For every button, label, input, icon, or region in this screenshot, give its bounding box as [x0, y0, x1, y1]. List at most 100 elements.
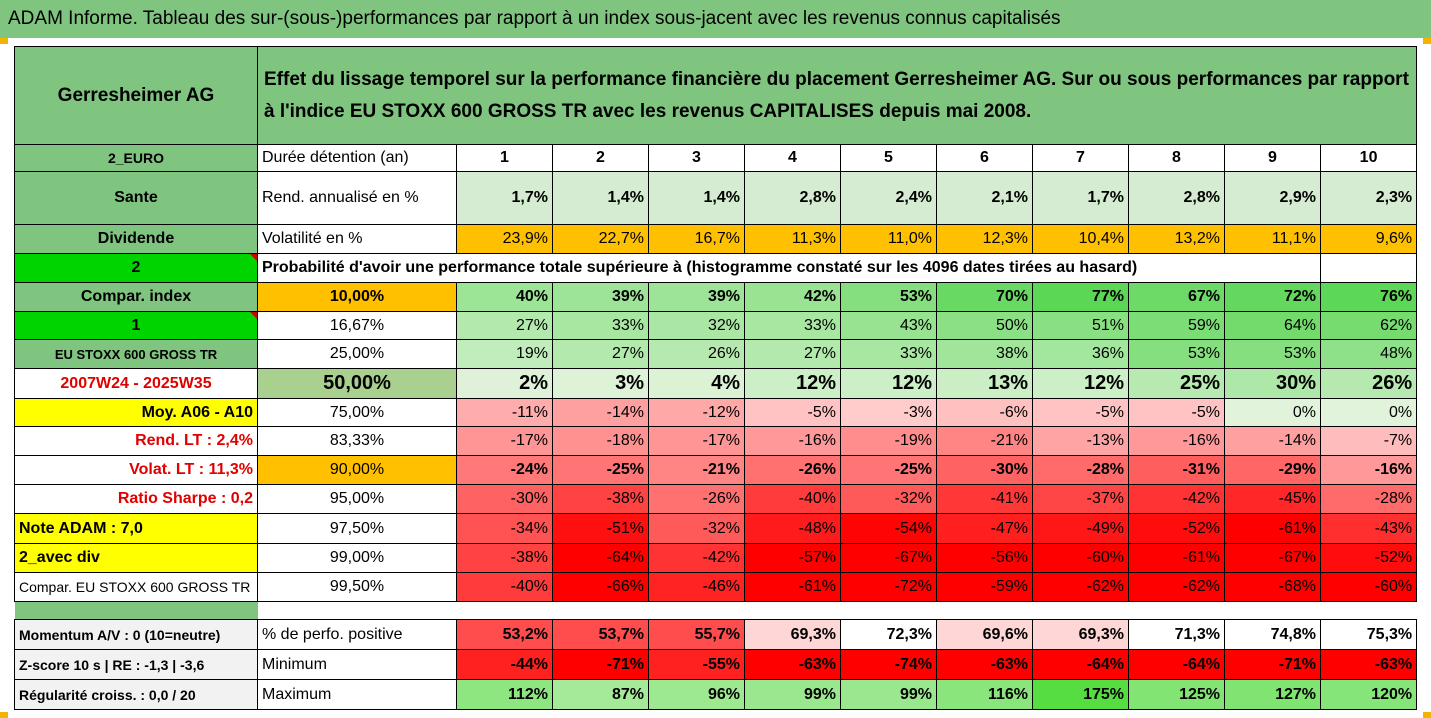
dividend-mode[interactable]: 2_avec div [14, 543, 258, 573]
probability-cell: 53% [1224, 339, 1321, 369]
probability-cell: -61% [744, 572, 841, 602]
side-selector[interactable]: 2 [14, 253, 258, 283]
probability-cell: -7% [1319, 426, 1418, 456]
row-label: Rend. annualisé en % [257, 171, 457, 225]
compar-index-label[interactable]: Compar. index [14, 282, 258, 312]
probability-cell: -29% [1224, 455, 1321, 485]
summary-side-label[interactable]: Z-score 10 s | RE : -1,3 | -3,6 [14, 649, 258, 680]
probability-cell: 33% [840, 339, 937, 369]
summary-cell: 112% [456, 679, 553, 710]
period-label[interactable]: 2007W24 - 2025W35 [14, 368, 258, 399]
probability-cell: -45% [1224, 484, 1321, 514]
summary-label: % de perfo. positive [257, 619, 457, 650]
probability-cell: -30% [456, 484, 553, 514]
probability-cell: -6% [936, 398, 1033, 427]
probability-cell: 53% [840, 282, 937, 312]
corner-marker [1423, 38, 1431, 44]
probability-cell: 32% [648, 311, 745, 340]
sharpe-ratio[interactable]: Ratio Sharpe : 0,2 [14, 484, 258, 514]
threshold-cell: 50,00% [257, 368, 457, 399]
probability-row: Compar. EU STOXX 600 GROSS TR 99,50% -40% -… [14, 572, 1418, 602]
probability-cell: -25% [552, 455, 649, 485]
summary-cell: 87% [552, 679, 649, 710]
probability-cell: 38% [936, 339, 1033, 369]
probability-cell: 0% [1224, 398, 1321, 427]
duration-cell: 5 [840, 144, 937, 172]
index-name-label[interactable]: EU STOXX 600 GROSS TR [14, 339, 258, 369]
probability-cell: -46% [648, 572, 745, 602]
duration-cell: 10 [1319, 144, 1418, 172]
summary-cell: 69,6% [936, 619, 1033, 650]
side-selector[interactable]: 1 [14, 311, 258, 340]
long-term-return[interactable]: Rend. LT : 2,4% [14, 426, 258, 456]
probability-cell: 12% [744, 368, 841, 399]
summary-cell: 69,3% [744, 619, 841, 650]
summary-cell: 53,7% [552, 619, 649, 650]
side-label[interactable]: 2_EURO [14, 144, 258, 172]
summary-side-label[interactable]: Régularité croiss. : 0,0 / 20 [14, 679, 258, 710]
threshold-cell: 95,00% [257, 484, 457, 514]
probability-cell: 27% [744, 339, 841, 369]
average-label[interactable]: Moy. A06 - A10 [14, 398, 258, 427]
threshold-cell: 16,67% [257, 311, 457, 340]
duration-cell: 4 [744, 144, 841, 172]
side-label[interactable]: Sante [14, 171, 258, 225]
probability-cell: 62% [1319, 311, 1418, 340]
probability-cell: -68% [1224, 572, 1321, 602]
probability-cell: -59% [936, 572, 1033, 602]
empty-cell [1224, 253, 1321, 283]
probability-cell: -14% [552, 398, 649, 427]
summary-cell: 53,2% [456, 619, 553, 650]
threshold-cell: 90,00% [257, 455, 457, 485]
probability-cell: -17% [456, 426, 553, 456]
probability-cell: 26% [648, 339, 745, 369]
spacer-cell [258, 602, 1417, 620]
probability-cell: -5% [1032, 398, 1129, 427]
return-cell: 1,4% [552, 171, 649, 225]
summary-cell: 127% [1224, 679, 1321, 710]
return-cell: 1,7% [456, 171, 553, 225]
probability-cell: 72% [1224, 282, 1321, 312]
probability-cell: -42% [648, 543, 745, 573]
probability-caption: Probabilité d'avoir une performance tota… [257, 253, 1225, 283]
long-term-volatility[interactable]: Volat. LT : 11,3% [14, 455, 258, 485]
summary-cell: 75,3% [1319, 619, 1418, 650]
probability-cell: -62% [1032, 572, 1129, 602]
side-label[interactable]: Dividende [14, 224, 258, 254]
probability-cell: -26% [744, 455, 841, 485]
summary-label: Maximum [257, 679, 457, 710]
company-name[interactable]: Gerresheimer AG [14, 46, 258, 145]
probability-cell: 30% [1224, 368, 1321, 399]
probability-cell: -49% [1032, 513, 1129, 544]
volatility-cell: 13,2% [1128, 224, 1225, 254]
summary-cell: 99% [840, 679, 937, 710]
probability-cell: -47% [936, 513, 1033, 544]
probability-cell: -13% [1032, 426, 1129, 456]
threshold-cell: 99,50% [257, 572, 457, 602]
probability-cell: -41% [936, 484, 1033, 514]
volatility-cell: 11,1% [1224, 224, 1321, 254]
summary-cell: -71% [1224, 649, 1321, 680]
row-label: Durée détention (an) [257, 144, 457, 172]
summary-cell: -74% [840, 649, 937, 680]
performance-table: Gerresheimer AG Effet du lissage tempore… [14, 46, 1418, 710]
probability-cell: 4% [648, 368, 745, 399]
probability-cell: -52% [1128, 513, 1225, 544]
summary-cell: 96% [648, 679, 745, 710]
probability-cell: -56% [936, 543, 1033, 573]
return-cell: 1,7% [1032, 171, 1129, 225]
volatility-cell: 22,7% [552, 224, 649, 254]
probability-cell: -37% [1032, 484, 1129, 514]
duration-row: 2_EURO Durée détention (an) 1 2 3 4 5 6 … [14, 144, 1418, 172]
adam-note[interactable]: Note ADAM : 7,0 [14, 513, 258, 544]
volatility-cell: 9,6% [1319, 224, 1418, 254]
probability-cell: 26% [1319, 368, 1418, 399]
probability-row: 1 16,67% 27% 33% 32% 33% 43% 50% 51% 59% 64% 62% [14, 311, 1418, 340]
probability-cell: -60% [1032, 543, 1129, 573]
summary-side-label[interactable]: Momentum A/V : 0 (10=neutre) [14, 619, 258, 650]
corner-marker [0, 38, 8, 44]
compar-index-name[interactable]: Compar. EU STOXX 600 GROSS TR [14, 572, 258, 602]
probability-row: 2007W24 - 2025W35 50,00% 2% 3% 4% 12% 12% 13% 12… [14, 368, 1418, 399]
probability-row: Rend. LT : 2,4% 83,33% -17% -18% -17% -16% -19… [14, 426, 1418, 456]
probability-cell: 42% [744, 282, 841, 312]
